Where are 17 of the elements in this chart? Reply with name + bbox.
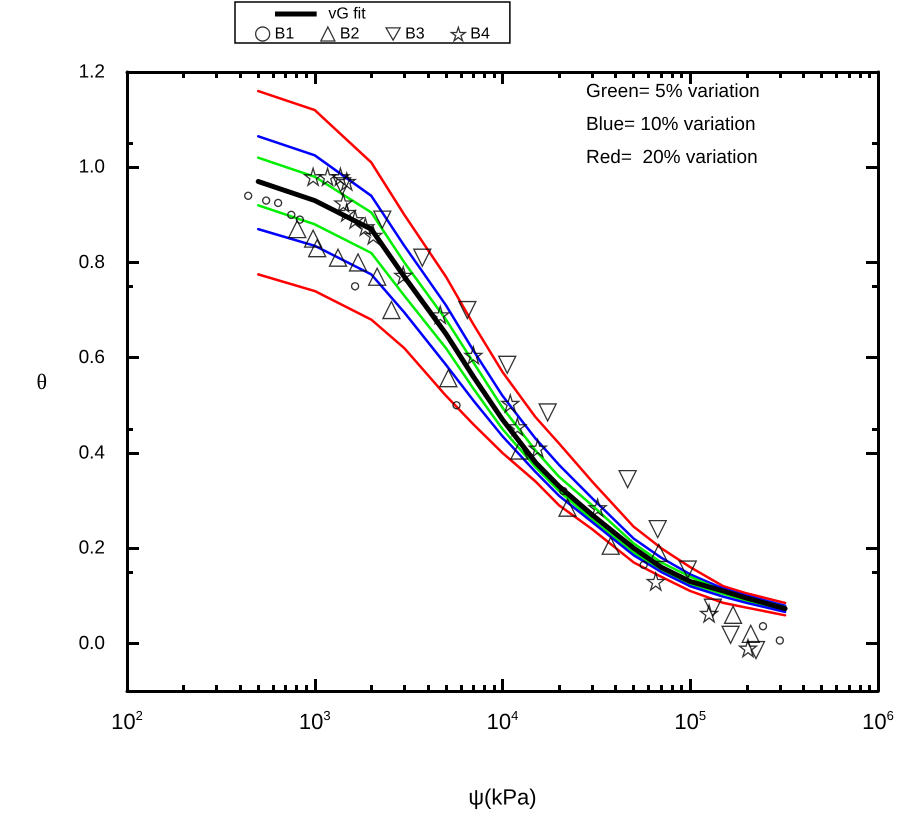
annotation: Red= 20% variation (586, 147, 758, 168)
y-tick-label: 0.2 (78, 538, 105, 559)
legend-label: vG fit (328, 6, 366, 22)
y-tick-label: 0.6 (78, 347, 105, 368)
y-axis-title: θ (36, 369, 47, 394)
y-tick-label: 0.8 (78, 252, 105, 273)
annotation: Blue= 10% variation (586, 114, 756, 135)
y-tick-label: 1.2 (78, 62, 105, 82)
y-tick-label: 0.4 (78, 442, 106, 464)
y-tick-label: 0.0 (78, 632, 105, 654)
legend-label: B3 (405, 26, 425, 42)
x-axis-title: ψ(kPa) (468, 784, 537, 810)
legend-label: B2 (340, 26, 360, 42)
annotation: Green= 5% variation (586, 81, 760, 102)
legend-label: B1 (274, 26, 294, 42)
y-tick-label: 1.0 (78, 156, 105, 178)
legend-label: B4 (470, 26, 490, 42)
